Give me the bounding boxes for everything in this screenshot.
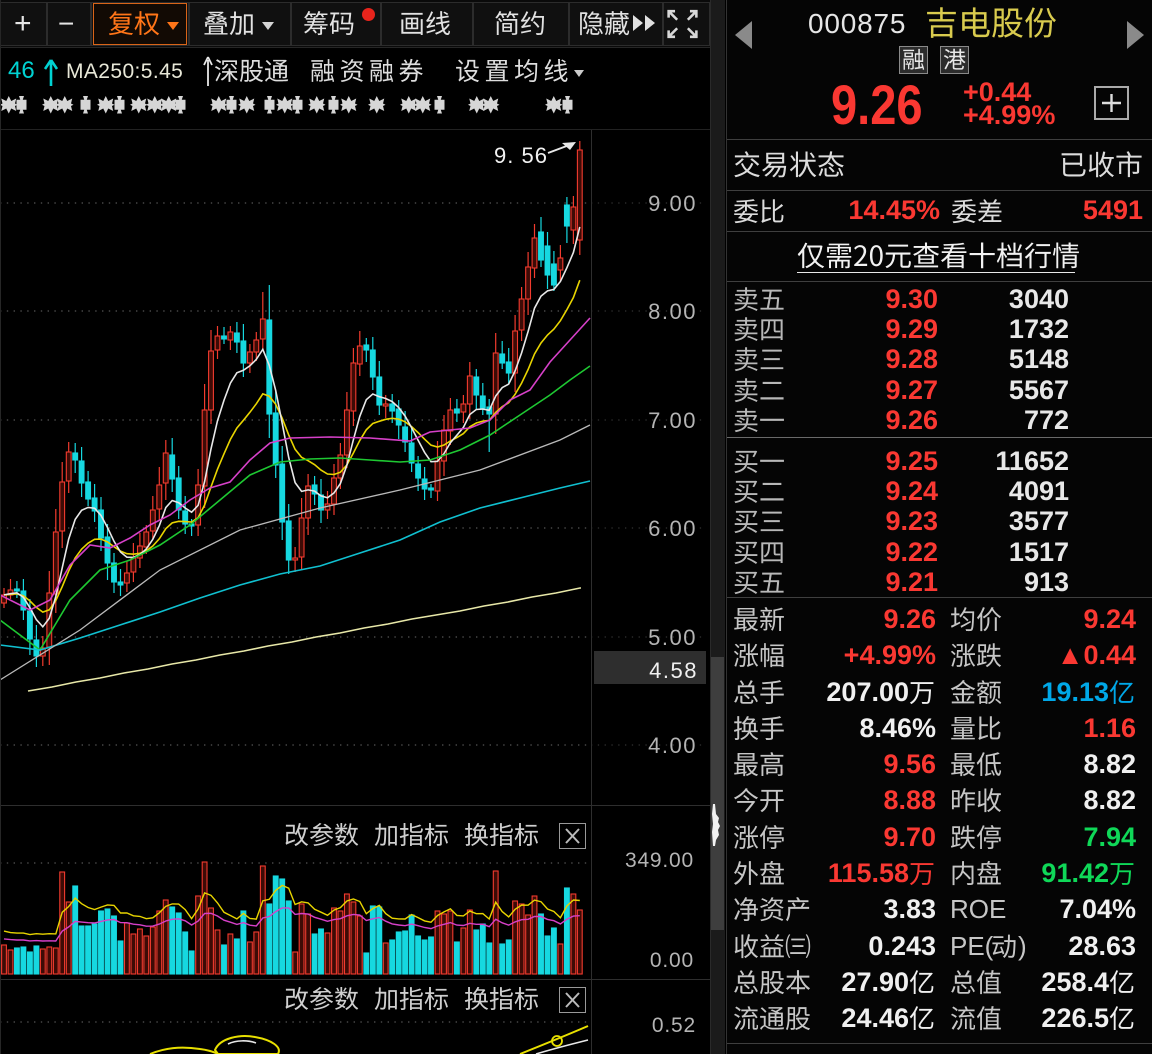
svg-text:0.00: 0.00 xyxy=(650,949,694,972)
svg-text:5.00: 5.00 xyxy=(648,625,697,650)
svg-text:349.00: 349.00 xyxy=(625,849,694,872)
svg-text:4.58: 4.58 xyxy=(649,658,698,683)
svg-text:9.00: 9.00 xyxy=(648,191,697,216)
svg-text:4.00: 4.00 xyxy=(648,733,697,758)
svg-text:8.00: 8.00 xyxy=(648,299,697,324)
svg-text:0.52: 0.52 xyxy=(652,1014,696,1037)
svg-text:9. 56: 9. 56 xyxy=(494,143,548,168)
svg-text:7.00: 7.00 xyxy=(648,408,697,433)
svg-text:6.00: 6.00 xyxy=(648,516,697,541)
